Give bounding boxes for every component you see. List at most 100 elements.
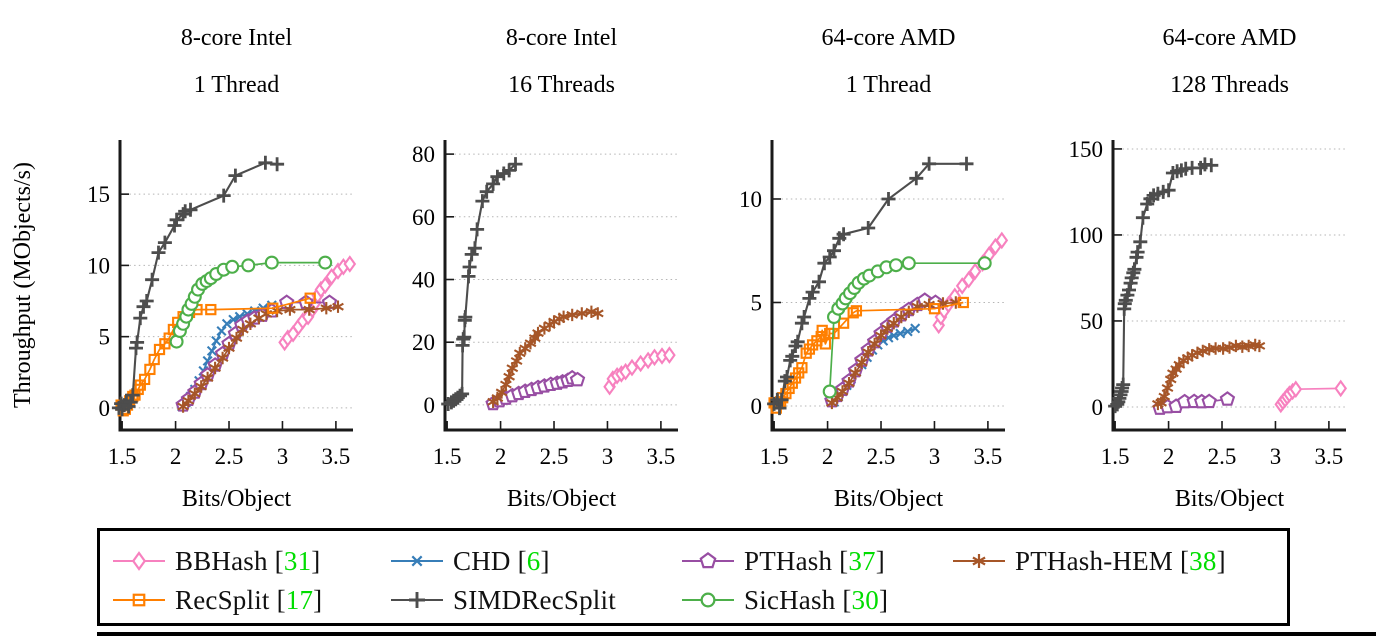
square-marker-icon bbox=[816, 324, 828, 337]
asterisk-marker-icon bbox=[855, 356, 868, 369]
plot-title-line2: 1 Thread bbox=[846, 72, 932, 98]
plus-marker-icon bbox=[1135, 210, 1150, 225]
y-tick-label: 10 bbox=[87, 253, 110, 278]
axis-spine bbox=[443, 140, 678, 432]
x-marker-icon bbox=[206, 345, 217, 356]
plus-marker-icon bbox=[258, 155, 273, 170]
legend-cite: 37 bbox=[848, 545, 876, 576]
y-tick-label: 40 bbox=[412, 268, 435, 293]
square-marker-icon bbox=[796, 362, 808, 374]
plots-canvas: 0 5 10 15 1.5 2 2.5 3 3.5 8-core Intel 1 Thread Bit… bbox=[10, 25, 1348, 512]
series-SicHash bbox=[822, 256, 992, 399]
x-marker-icon bbox=[211, 335, 222, 346]
asterisk-marker-icon bbox=[972, 554, 986, 568]
plot-title-line2: 1 Thread bbox=[194, 72, 280, 98]
plus-marker-icon bbox=[790, 334, 805, 349]
x-tick-label: 1.5 bbox=[760, 444, 789, 469]
x-tick-label: 2.5 bbox=[215, 444, 244, 469]
asterisk-marker-icon bbox=[320, 302, 333, 315]
x-marker-icon bbox=[910, 323, 921, 334]
plus-marker-icon bbox=[157, 235, 172, 250]
x-marker-icon bbox=[216, 325, 227, 337]
circle-marker-icon bbox=[241, 258, 256, 273]
plot-2 bbox=[441, 140, 678, 432]
asterisk-marker-icon bbox=[195, 380, 208, 393]
y-tick-label: 80 bbox=[412, 142, 435, 167]
asterisk-marker-icon bbox=[182, 394, 195, 407]
diamond-marker-icon bbox=[1334, 379, 1348, 398]
plus-marker-icon bbox=[455, 386, 470, 401]
series-PTHash-HEM bbox=[487, 305, 604, 408]
diamond-marker-icon bbox=[1289, 380, 1303, 398]
plus-marker-icon bbox=[502, 163, 517, 178]
x-tick-label: 2 bbox=[822, 444, 834, 469]
asterisk-marker-icon bbox=[513, 347, 526, 360]
x-marker-icon bbox=[411, 555, 423, 567]
asterisk-marker-icon bbox=[836, 385, 849, 398]
circle-marker-icon bbox=[318, 255, 333, 270]
series-SIMDRecSplit bbox=[441, 157, 523, 411]
asterisk-marker-icon bbox=[1253, 339, 1266, 353]
plus-marker-icon bbox=[861, 221, 876, 235]
diamond-marker-icon bbox=[663, 346, 676, 364]
series-SIMDRecSplit bbox=[111, 155, 285, 417]
x-tick-label: 1.5 bbox=[1101, 444, 1130, 469]
plus-marker-icon bbox=[270, 157, 285, 172]
asterisk-marker-icon bbox=[868, 337, 881, 351]
legend-cite: 38 bbox=[1189, 545, 1217, 576]
plus-marker-icon bbox=[785, 349, 800, 364]
plus-marker-icon bbox=[1133, 234, 1148, 249]
series-SIMDRecSplit bbox=[767, 156, 974, 416]
asterisk-marker-icon bbox=[862, 346, 875, 359]
plus-marker-icon bbox=[827, 243, 841, 258]
plus-marker-icon bbox=[145, 272, 160, 287]
plus-marker-icon bbox=[130, 335, 145, 350]
y-tick-label: 5 bbox=[99, 325, 111, 350]
plus-marker-icon bbox=[1130, 245, 1145, 260]
plot-title-line1: 8-core Intel bbox=[506, 25, 618, 51]
asterisk-marker-icon bbox=[1158, 390, 1171, 403]
asterisk-marker-icon bbox=[503, 370, 515, 383]
asterisk-marker-icon bbox=[557, 310, 570, 323]
x-tick-label: 3 bbox=[602, 444, 614, 469]
legend-item-RecSplit: RecSplit [17] bbox=[112, 583, 322, 617]
plus-marker-icon bbox=[802, 291, 817, 306]
series-SIMDRecSplit bbox=[1108, 157, 1219, 414]
plus-marker-icon bbox=[1122, 283, 1136, 297]
legend-label: PTHash [37] bbox=[744, 545, 885, 576]
plot-title-line2: 128 Threads bbox=[1170, 72, 1289, 98]
plot-3 bbox=[767, 140, 1009, 432]
series-BBHash bbox=[932, 231, 1009, 335]
square-marker-icon bbox=[132, 593, 146, 607]
diamond-marker-icon bbox=[343, 255, 357, 273]
square-marker-icon bbox=[850, 305, 863, 317]
diamond-marker-icon bbox=[318, 276, 332, 295]
plus-marker-icon bbox=[125, 388, 140, 403]
square-marker-icon bbox=[304, 292, 316, 304]
asterisk-marker-icon bbox=[566, 308, 579, 322]
asterisk-marker-icon bbox=[237, 323, 249, 336]
plus-marker-icon bbox=[490, 169, 505, 184]
diamond-marker-icon bbox=[131, 551, 147, 571]
series-BBHash bbox=[1274, 379, 1348, 414]
asterisk-marker-icon bbox=[591, 307, 604, 320]
bottom-rule bbox=[97, 632, 1376, 636]
plus-marker-icon bbox=[183, 202, 198, 217]
asterisk-marker-icon bbox=[881, 322, 894, 335]
plus-marker-icon bbox=[812, 274, 826, 289]
legend-item-SIMDRecSplit: SIMDRecSplit bbox=[390, 583, 616, 617]
legend-item-SicHash: SicHash [30] bbox=[681, 583, 888, 617]
legend-cite: 30 bbox=[851, 584, 879, 615]
plus-marker-icon bbox=[959, 156, 974, 171]
series-BBHash bbox=[278, 255, 357, 352]
circle-marker-icon bbox=[888, 258, 903, 273]
y-axis-label: Throughput (MObjects/s) bbox=[10, 162, 36, 408]
series-PTHash-HEM bbox=[1152, 338, 1266, 411]
legend-label: PTHash-HEM [38] bbox=[1015, 545, 1226, 576]
plus-marker-icon bbox=[133, 311, 148, 326]
x-tick-label: 2.5 bbox=[540, 444, 569, 469]
asterisk-marker-icon bbox=[303, 303, 316, 316]
x-tick-label: 3 bbox=[1270, 444, 1282, 469]
plot-title-line2: 16 Threads bbox=[508, 72, 615, 98]
